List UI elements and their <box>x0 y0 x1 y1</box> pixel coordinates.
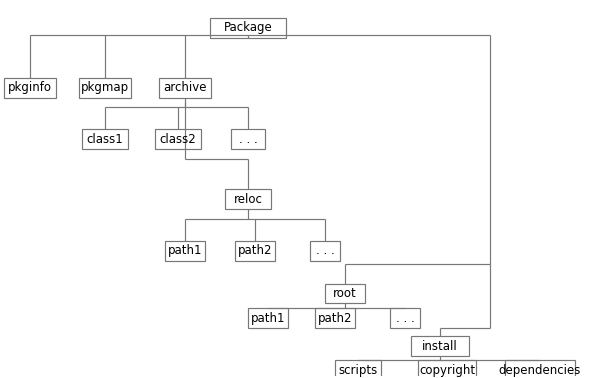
FancyBboxPatch shape <box>4 77 56 98</box>
Text: . . .: . . . <box>315 244 334 257</box>
FancyBboxPatch shape <box>210 18 286 38</box>
Text: reloc: reloc <box>233 192 263 206</box>
Text: root: root <box>333 287 357 300</box>
Text: . . .: . . . <box>239 133 257 146</box>
Text: class2: class2 <box>160 133 197 146</box>
Text: . . .: . . . <box>396 312 415 325</box>
Text: path1: path1 <box>168 244 202 257</box>
FancyBboxPatch shape <box>225 189 271 209</box>
Text: path2: path2 <box>318 312 352 325</box>
Text: install: install <box>422 340 458 353</box>
Text: pkgmap: pkgmap <box>81 81 129 94</box>
FancyBboxPatch shape <box>411 336 469 356</box>
FancyBboxPatch shape <box>390 308 420 328</box>
FancyBboxPatch shape <box>505 360 575 378</box>
Text: path2: path2 <box>238 244 272 257</box>
Text: Package: Package <box>223 22 273 34</box>
Text: archive: archive <box>163 81 207 94</box>
FancyBboxPatch shape <box>231 129 265 149</box>
Text: pkginfo: pkginfo <box>8 81 52 94</box>
Text: path1: path1 <box>251 312 285 325</box>
FancyBboxPatch shape <box>335 360 381 378</box>
FancyBboxPatch shape <box>82 129 128 149</box>
FancyBboxPatch shape <box>325 284 365 304</box>
FancyBboxPatch shape <box>310 241 340 261</box>
FancyBboxPatch shape <box>418 360 476 378</box>
Text: scripts: scripts <box>339 364 378 376</box>
FancyBboxPatch shape <box>155 129 201 149</box>
Text: copyright: copyright <box>419 364 475 376</box>
FancyBboxPatch shape <box>248 308 288 328</box>
Text: class1: class1 <box>87 133 124 146</box>
FancyBboxPatch shape <box>235 241 275 261</box>
FancyBboxPatch shape <box>159 77 211 98</box>
FancyBboxPatch shape <box>165 241 205 261</box>
FancyBboxPatch shape <box>315 308 355 328</box>
Text: dependencies: dependencies <box>499 364 581 376</box>
FancyBboxPatch shape <box>79 77 131 98</box>
